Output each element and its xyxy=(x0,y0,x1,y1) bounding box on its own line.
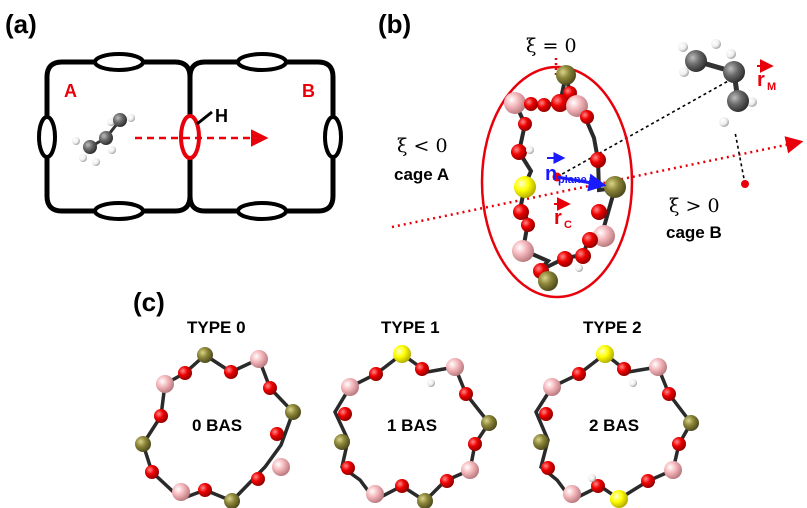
cage-b-letter: B xyxy=(302,81,315,101)
ring-center-text: 1 BAS xyxy=(387,416,437,435)
panel-b-label: (b) xyxy=(378,9,411,39)
rm-drop-line xyxy=(734,131,746,185)
cage-b-outline xyxy=(187,59,336,214)
rc-vector-letter: r xyxy=(554,207,562,229)
ring-center-text: 0 BAS xyxy=(192,416,242,435)
panel-a: (a) H A B xyxy=(5,9,343,221)
window-b-bottom xyxy=(236,201,288,221)
panel-a-label: (a) xyxy=(5,9,37,39)
panel-b: (b) ξ = 0 xyxy=(378,9,804,299)
window-a-bottom xyxy=(93,201,145,221)
window-a-left xyxy=(37,115,57,159)
rm-foot-point xyxy=(741,180,749,188)
xi-positive-label: ξ > 0 xyxy=(669,195,720,217)
rc-vector-subscript: C xyxy=(564,219,572,231)
rc-label: r C xyxy=(554,197,572,231)
ring-type-2: TYPE 2 2 BAS xyxy=(533,318,699,508)
ring-center-text: 2 BAS xyxy=(589,416,639,435)
cage-a-outline xyxy=(44,59,193,214)
propene-molecule-b xyxy=(678,39,757,127)
n-plane-label: n plane xyxy=(545,152,587,186)
ring-type-0: TYPE 0 0 BAS xyxy=(135,318,301,508)
cage-a-letter: A xyxy=(64,81,77,101)
ring-type-1: TYPE 1 1 BAS xyxy=(333,318,497,508)
n-plane-vector xyxy=(556,173,607,192)
window-ring-b xyxy=(504,65,626,291)
rm-label: r M xyxy=(757,59,776,93)
ring-title: TYPE 2 xyxy=(583,318,642,337)
ring-title: TYPE 0 xyxy=(187,318,246,337)
cage-b-text: cage B xyxy=(666,223,722,242)
n-vector-letter: n xyxy=(545,163,557,185)
panel-c: (c) TYPE 0 0 BAS TYPE 1 xyxy=(133,287,699,508)
window-plane-ellipse xyxy=(480,65,634,299)
h-label: H xyxy=(215,106,228,126)
window-a-top xyxy=(93,52,145,72)
n-vector-subscript: plane xyxy=(558,174,587,186)
panel-c-label: (c) xyxy=(133,287,165,317)
cage-a-text: cage A xyxy=(394,165,449,184)
h-pointer-line xyxy=(196,110,213,126)
xi-negative-label: ξ < 0 xyxy=(397,135,448,157)
rm-vector-letter: r xyxy=(757,69,765,91)
window-b-top xyxy=(236,52,288,72)
window-b-right xyxy=(323,115,343,159)
rm-vector-subscript: M xyxy=(767,81,776,93)
ring-title: TYPE 1 xyxy=(381,318,440,337)
xi-zero-label: ξ = 0 xyxy=(526,35,577,57)
propene-molecule-a xyxy=(72,113,135,166)
